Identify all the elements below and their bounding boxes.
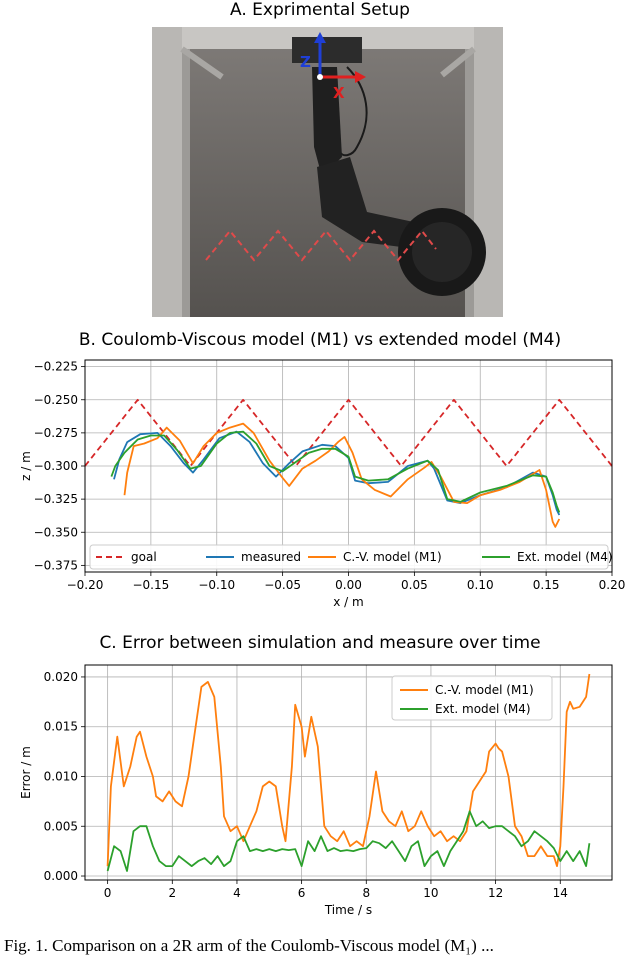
origin-dot bbox=[317, 74, 323, 80]
legend-label: C.-V. model (M1) bbox=[343, 550, 442, 564]
plot-frame bbox=[84, 359, 613, 573]
x-tick-label: −0.15 bbox=[132, 578, 169, 592]
z-axis-head bbox=[314, 32, 326, 43]
legend-label: measured bbox=[241, 550, 301, 564]
panel-b-title: B. Coulomb-Viscous model (M1) vs extende… bbox=[78, 330, 562, 350]
x-tick-label: 12 bbox=[488, 886, 503, 900]
y-tick-label: −0.250 bbox=[34, 393, 78, 407]
legend-label: goal bbox=[131, 550, 157, 564]
series-line-c-v-model-m1- bbox=[123, 422, 561, 528]
y-tick-label: 0.000 bbox=[44, 869, 78, 883]
target-zigzag bbox=[205, 229, 437, 262]
legend-label: Ext. model (M4) bbox=[517, 550, 613, 564]
legend-box bbox=[391, 675, 553, 721]
y-tick-label: 0.005 bbox=[44, 819, 78, 833]
x-tick-label: 0.15 bbox=[533, 578, 560, 592]
top-mount bbox=[292, 37, 362, 63]
x-tick-label: 2 bbox=[168, 886, 176, 900]
x-axis-label: X bbox=[333, 84, 345, 102]
legend: C.-V. model (M1) Ext. model (M4) bbox=[391, 675, 553, 721]
x-tick-label: 4 bbox=[233, 886, 241, 900]
frame-left-post bbox=[152, 27, 182, 317]
x-tick-label: 0.00 bbox=[335, 578, 362, 592]
x-axis-label: x / m bbox=[333, 595, 363, 609]
end-mass-inner bbox=[412, 222, 472, 282]
error-chart: 0 2 4 6 8 10 12 14 0.000 0.005 0.010 0.015 0.020 Time… bbox=[19, 664, 613, 917]
z-axis-label: Z bbox=[300, 53, 311, 71]
series-line-c-v-model-m1- bbox=[106, 673, 591, 868]
x-tick-label: 0.10 bbox=[467, 578, 494, 592]
x-axis-head bbox=[355, 71, 366, 83]
legend-label: Ext. model (M4) bbox=[435, 702, 531, 716]
upper-link bbox=[312, 67, 342, 177]
cable bbox=[339, 66, 368, 157]
x-tick-label: 0.05 bbox=[401, 578, 428, 592]
y-tick-label: −0.275 bbox=[34, 426, 78, 440]
legend-label: C.-V. model (M1) bbox=[435, 683, 534, 697]
y-tick-label: −0.325 bbox=[34, 492, 78, 506]
x-tick-label: 6 bbox=[298, 886, 306, 900]
y-tick-label: −0.375 bbox=[34, 558, 78, 572]
series-line-ext-model-m4- bbox=[106, 810, 591, 872]
x-tick-label: 0 bbox=[104, 886, 112, 900]
trajectory-chart: −0.20 −0.15 −0.10 −0.05 0.00 0.05 0.10 0.15 0.20… bbox=[19, 359, 626, 609]
y-tick-label: 0.015 bbox=[44, 720, 78, 734]
figure-caption: Fig. 1. Comparison on a 2R arm of the Co… bbox=[4, 936, 494, 955]
y-tick-label: −0.225 bbox=[34, 360, 78, 374]
y-axis-label: Error / m bbox=[19, 746, 33, 799]
legend-box bbox=[89, 544, 609, 570]
x-tick-label: 10 bbox=[423, 886, 438, 900]
y-tick-label: −0.300 bbox=[34, 459, 78, 473]
x-axis-label: Time / s bbox=[324, 903, 372, 917]
experimental-setup-photo: Z X bbox=[152, 27, 503, 317]
setup-illustration: Z X bbox=[152, 27, 503, 317]
series-line-ext-model-m4- bbox=[110, 430, 561, 513]
y-tick-label: −0.350 bbox=[34, 525, 78, 539]
y-axis-label: z / m bbox=[19, 451, 33, 481]
x-tick-label: 0.20 bbox=[599, 578, 626, 592]
frame-braces bbox=[180, 46, 476, 80]
frame-left-inner bbox=[182, 49, 190, 317]
y-tick-label: 0.020 bbox=[44, 670, 78, 684]
panel-c-title: C. Error between simulation and measure … bbox=[99, 633, 541, 653]
y-tick-label: 0.010 bbox=[44, 769, 78, 783]
x-tick-label: −0.20 bbox=[67, 578, 104, 592]
x-tick-label: 14 bbox=[553, 886, 568, 900]
x-tick-label: −0.10 bbox=[198, 578, 235, 592]
x-tick-label: 8 bbox=[362, 886, 370, 900]
frame-right-inner bbox=[465, 49, 474, 317]
legend: goal measured C.-V. model (M1) Ext. model (… bbox=[89, 544, 613, 570]
x-tick-label: −0.05 bbox=[264, 578, 301, 592]
panel-a-title: A. Exprimental Setup bbox=[230, 0, 410, 20]
plot-frame bbox=[84, 664, 613, 881]
